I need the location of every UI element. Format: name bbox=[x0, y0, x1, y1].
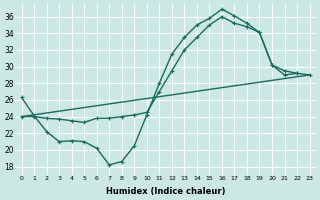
X-axis label: Humidex (Indice chaleur): Humidex (Indice chaleur) bbox=[106, 187, 225, 196]
